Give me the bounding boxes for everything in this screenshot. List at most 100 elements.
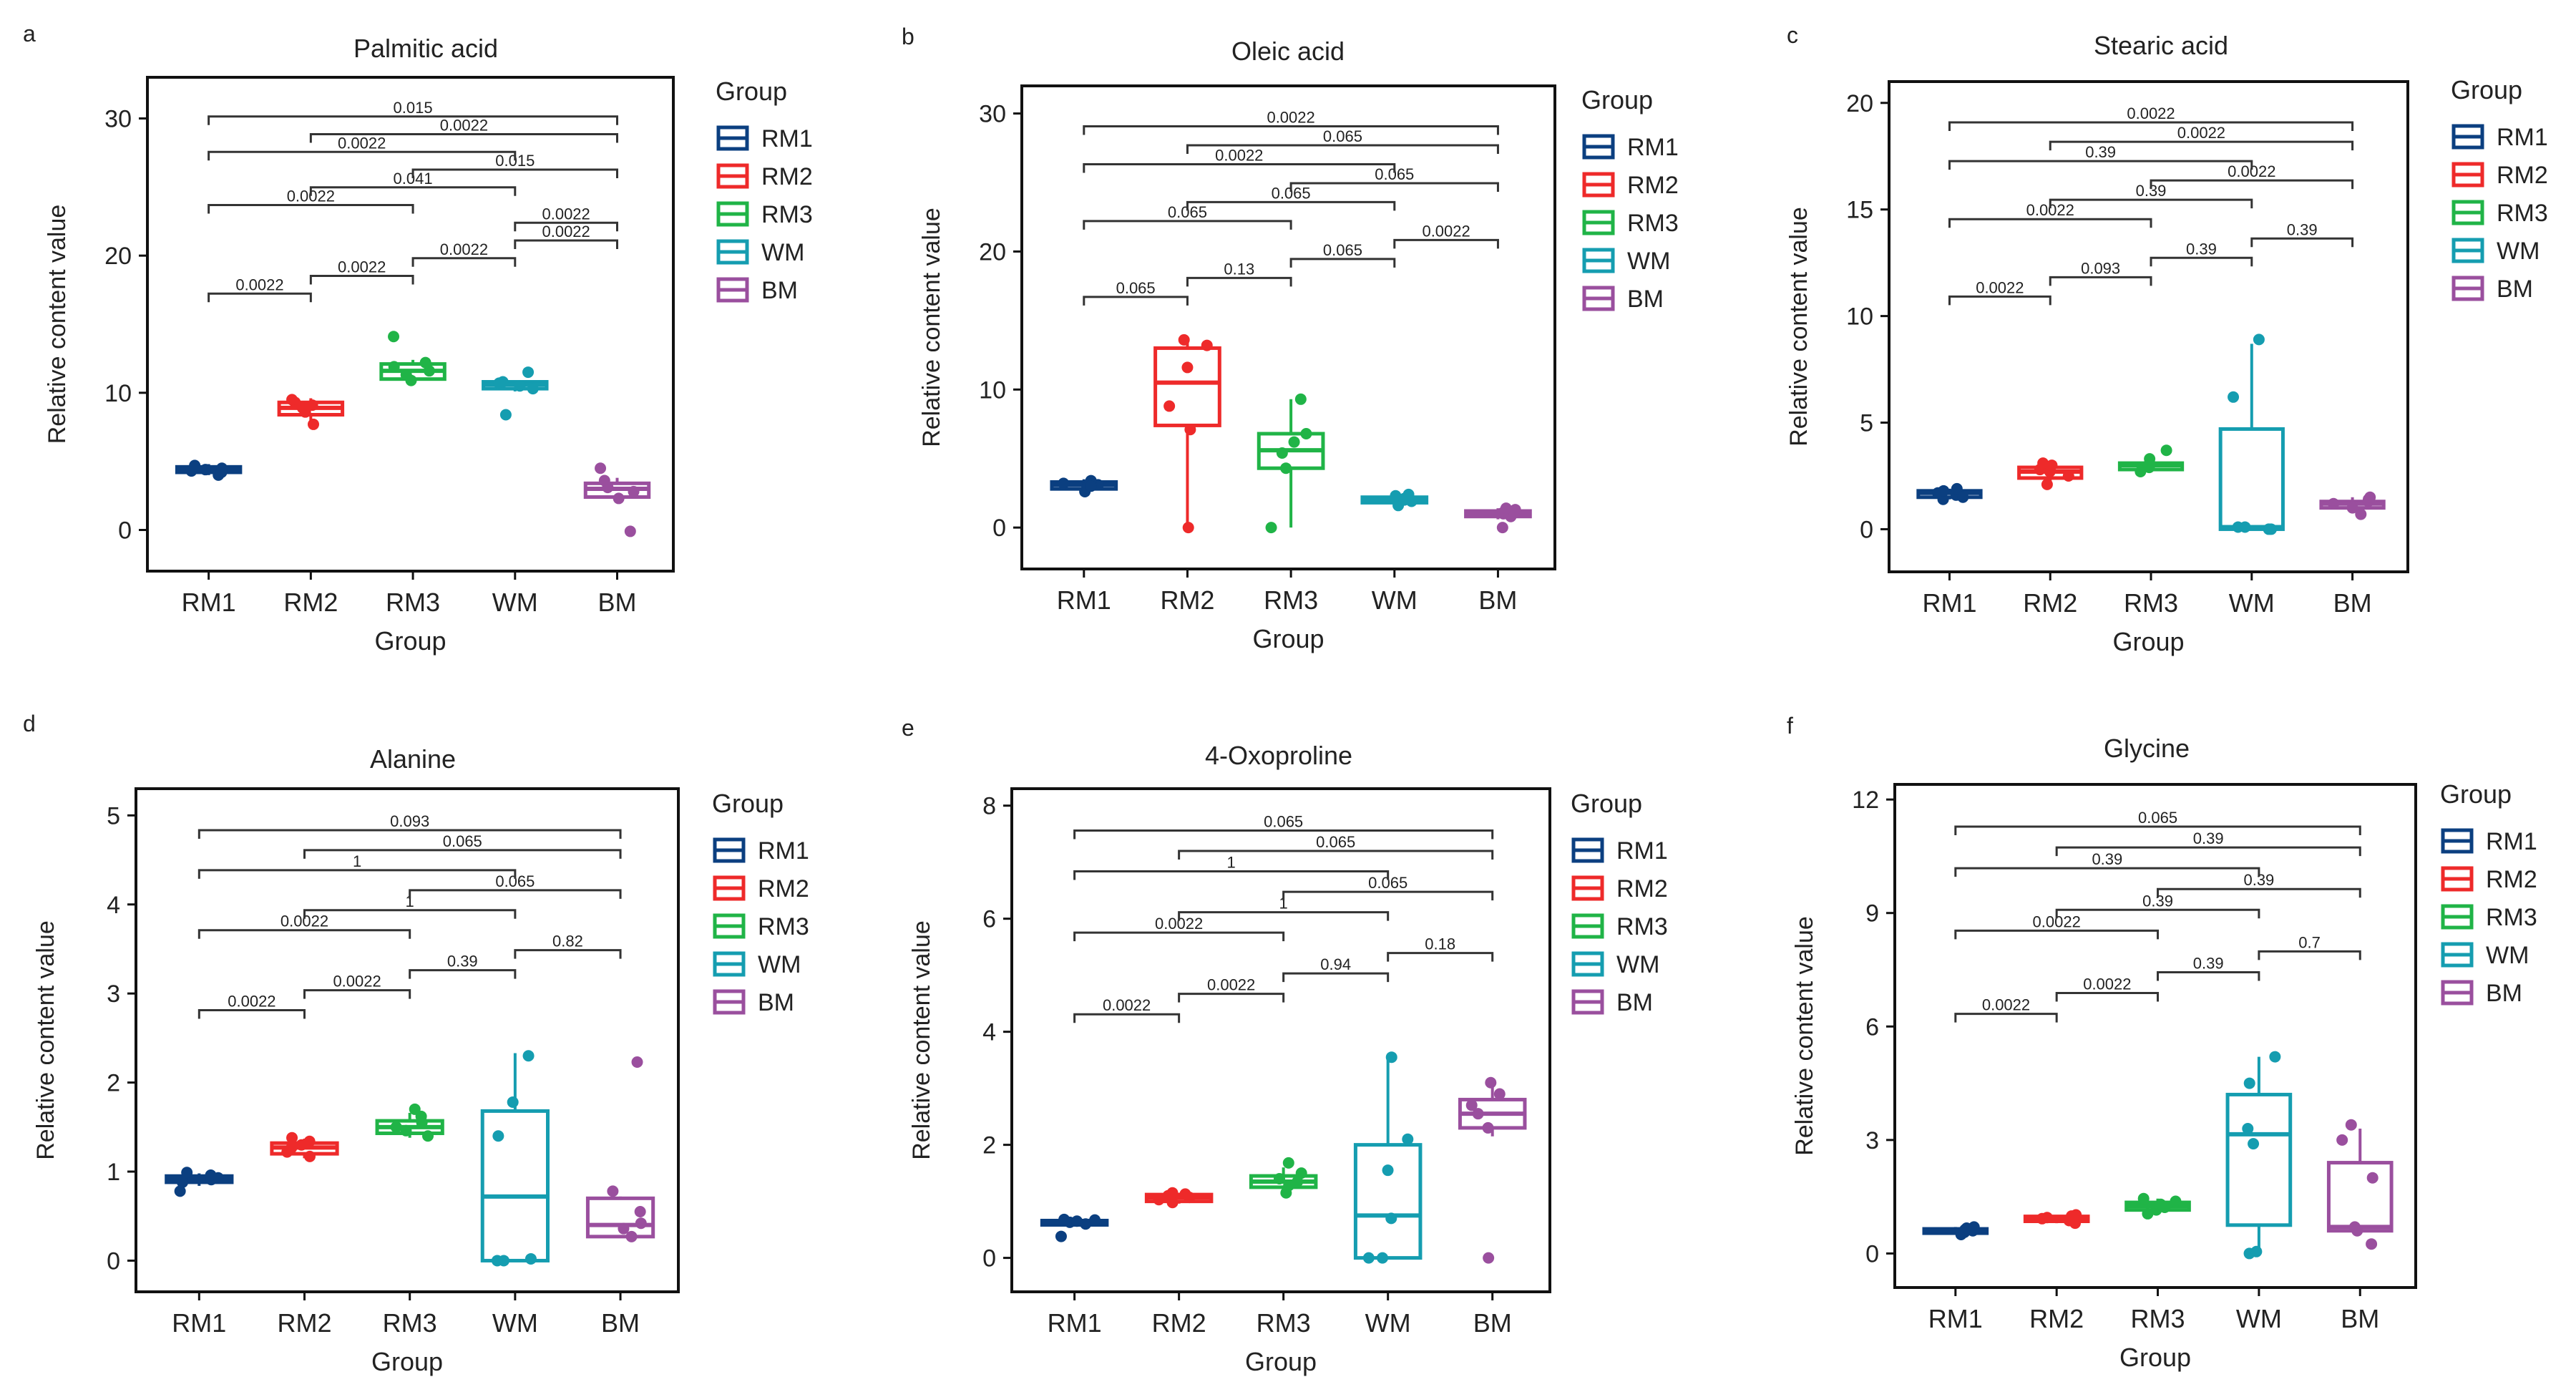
- data-point: [628, 485, 640, 497]
- legend-label: RM3: [758, 913, 809, 940]
- significance-bracket: 0.0022: [303, 973, 411, 999]
- data-point: [497, 376, 509, 388]
- p-value-label: 0.0022: [1422, 222, 1470, 240]
- legend-item-RM2: RM2: [1582, 172, 1679, 199]
- bracket-line: [2157, 970, 2260, 981]
- p-value-label: 0.7: [2298, 933, 2321, 951]
- x-tick-label: WM: [492, 1308, 538, 1338]
- x-tick-label: RM3: [1257, 1308, 1311, 1338]
- plot-frame: [1010, 787, 1551, 1293]
- box-WM: [480, 1050, 550, 1267]
- p-value-label: 0.0022: [542, 223, 590, 240]
- data-point: [388, 361, 400, 373]
- significance-bracket: 0.065: [303, 832, 622, 859]
- legend-title: Group: [716, 77, 787, 106]
- data-point: [2345, 1119, 2357, 1131]
- data-point: [1274, 1173, 1286, 1185]
- significance-bracket: 1: [1178, 895, 1390, 921]
- data-point: [421, 1130, 434, 1142]
- bracket-line: [1083, 220, 1292, 230]
- significance-bracket: 0.39: [2250, 220, 2354, 248]
- legend-label: RM2: [2497, 162, 2548, 189]
- data-point: [1153, 1194, 1165, 1206]
- data-point: [527, 383, 539, 395]
- legend-label: BM: [758, 989, 794, 1016]
- bracket-line: [1178, 993, 1285, 1003]
- box-iqr: [2218, 427, 2285, 531]
- y-tick-label: 0: [982, 1245, 996, 1272]
- bracket-line: [208, 115, 619, 125]
- legend-label: RM1: [758, 837, 809, 865]
- plot-frame: [1893, 783, 2417, 1289]
- legend-label: BM: [761, 277, 798, 304]
- y-tick-label: 6: [982, 906, 996, 933]
- p-value-label: 0.093: [2081, 259, 2120, 277]
- data-point: [2336, 1134, 2348, 1146]
- data-point: [1288, 436, 1300, 448]
- bracket-line: [1186, 144, 1499, 154]
- x-tick-label: RM2: [283, 588, 338, 617]
- significance-bracket: 0.065: [1289, 241, 1396, 268]
- p-value-label: 0.0022: [1976, 278, 2024, 296]
- data-point: [2366, 1172, 2379, 1184]
- box-RM1: [1040, 1213, 1109, 1242]
- y-tick-label: 30: [104, 106, 132, 133]
- y-axis-label: Relative content value: [32, 920, 59, 1160]
- legend-label: BM: [1616, 989, 1653, 1016]
- data-point: [499, 409, 512, 421]
- p-value-label: 0.0022: [1103, 996, 1151, 1014]
- data-point: [1385, 1212, 1397, 1225]
- data-point: [215, 467, 228, 478]
- significance-bracket: 0.7: [2258, 933, 2361, 960]
- panel-b: b Oleic acid 0 10 20 30 Relative content value…: [902, 24, 1679, 653]
- panel-a: a Palmitic acid 0 10 20 30 Relative content va…: [23, 21, 813, 656]
- panel-e: e 4-Oxoproline 0 2 4 6 8 Relative content value…: [902, 715, 1668, 1376]
- data-point: [1282, 1157, 1294, 1169]
- legend-label: RM3: [1616, 913, 1668, 940]
- p-value-label: 0.0022: [440, 240, 488, 258]
- box-RM1: [1916, 482, 1983, 505]
- y-axis-label: Relative content value: [1785, 207, 1813, 447]
- legend-label: RM2: [2486, 866, 2537, 893]
- significance-bracket: 0.065: [1186, 184, 1396, 211]
- box-BM: [2326, 1119, 2394, 1250]
- data-point: [2239, 521, 2251, 533]
- box-iqr: [1153, 346, 1221, 427]
- bracket-line: [1178, 850, 1494, 860]
- legend-item-RM3: RM3: [2441, 904, 2537, 931]
- data-point: [2062, 469, 2074, 482]
- bracket-line: [2157, 887, 2361, 898]
- box-WM: [2218, 334, 2285, 535]
- data-point: [1201, 339, 1213, 351]
- bracket-line: [197, 1009, 306, 1019]
- bracket-line: [2150, 179, 2354, 190]
- legend-title: Group: [712, 789, 784, 818]
- legend-item-WM: WM: [1582, 248, 1670, 275]
- bracket-line: [309, 186, 517, 196]
- p-value-label: 0.065: [2138, 809, 2177, 827]
- legend-label: RM3: [761, 201, 813, 228]
- legend-title: Group: [2451, 75, 2522, 104]
- p-value-label: 0.82: [552, 933, 583, 950]
- y-axis-label: Relative content value: [44, 205, 71, 444]
- bracket-line: [1073, 870, 1390, 880]
- data-point: [522, 366, 535, 379]
- data-point: [1184, 424, 1196, 436]
- bracket-line: [1073, 1013, 1181, 1023]
- legend-label: BM: [2486, 980, 2522, 1007]
- p-value-label: 0.39: [2186, 240, 2217, 258]
- bracket-line: [208, 150, 517, 161]
- data-point: [2142, 1207, 2154, 1220]
- p-value-label: 0.0022: [338, 134, 386, 152]
- bracket-line: [197, 869, 517, 879]
- data-point: [177, 1176, 189, 1188]
- legend-label: RM1: [1616, 837, 1668, 865]
- legend: Group RM1 RM2 RM3 WM BM: [712, 789, 809, 1016]
- data-point: [1071, 1215, 1083, 1227]
- p-value-label: 0.39: [447, 953, 478, 970]
- data-point: [390, 1121, 402, 1133]
- x-tick-label: RM1: [1928, 1304, 1983, 1333]
- p-value-label: 0.0022: [338, 258, 386, 276]
- data-point: [1485, 1076, 1497, 1089]
- p-value-label: 0.0022: [1207, 976, 1255, 994]
